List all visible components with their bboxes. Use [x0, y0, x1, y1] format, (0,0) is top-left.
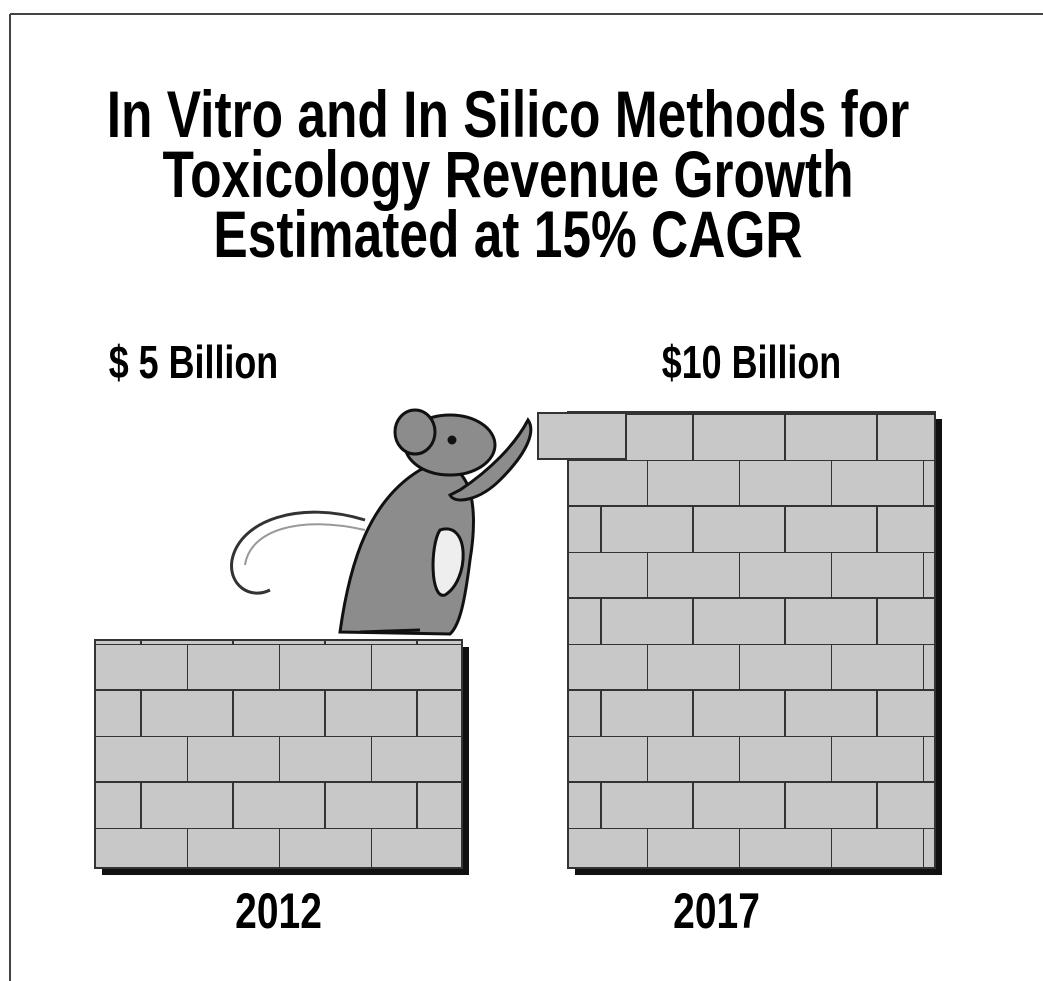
title-line: In Vitro and In Silico Methods for — [107, 77, 910, 152]
bar — [94, 639, 463, 869]
title: In Vitro and In Silico Methods forToxico… — [107, 77, 910, 272]
category-label: 2017 — [673, 882, 760, 939]
title-line: Estimated at 15% CAGR — [213, 197, 802, 272]
bars: $ 5 Billion 2012 $10 Billion 2017 — [94, 337, 942, 939]
value-label: $ 5 Billion — [109, 337, 278, 388]
mouse — [230, 408, 533, 636]
bar — [567, 411, 936, 869]
loose-brick — [537, 412, 627, 460]
title-line: Toxicology Revenue Growth — [162, 137, 853, 212]
category-label: 2012 — [235, 882, 322, 939]
value-label: $10 Billion — [662, 337, 841, 388]
